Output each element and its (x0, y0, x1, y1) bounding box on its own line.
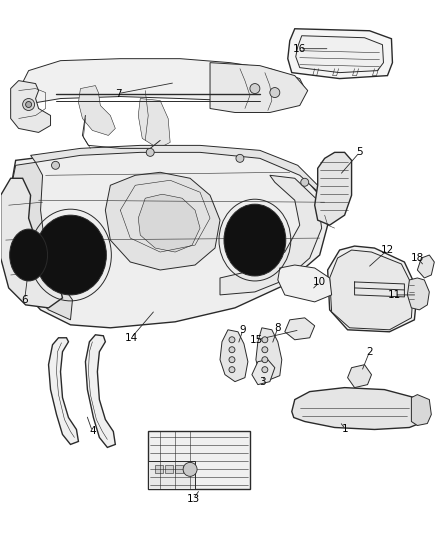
Text: 11: 11 (388, 290, 401, 300)
Text: 9: 9 (240, 325, 246, 335)
Polygon shape (9, 163, 72, 320)
Polygon shape (256, 328, 282, 379)
Text: 5: 5 (356, 147, 363, 157)
Polygon shape (148, 462, 195, 489)
Circle shape (23, 99, 35, 110)
Polygon shape (314, 152, 352, 225)
Bar (175, 465, 183, 473)
Polygon shape (138, 99, 170, 148)
Polygon shape (148, 432, 250, 489)
Circle shape (183, 462, 197, 477)
Circle shape (229, 347, 235, 353)
Circle shape (229, 337, 235, 343)
Ellipse shape (10, 229, 48, 281)
Circle shape (270, 87, 280, 98)
Circle shape (301, 178, 309, 186)
Text: 13: 13 (187, 494, 200, 504)
Polygon shape (330, 250, 413, 330)
Polygon shape (285, 318, 314, 340)
Text: 3: 3 (260, 377, 266, 386)
Polygon shape (278, 265, 332, 302)
Circle shape (146, 148, 154, 156)
Text: 8: 8 (275, 323, 281, 333)
Circle shape (52, 161, 60, 169)
Polygon shape (106, 172, 220, 270)
Text: 14: 14 (125, 333, 138, 343)
Polygon shape (78, 86, 115, 135)
Ellipse shape (224, 204, 286, 276)
Polygon shape (411, 394, 431, 425)
Polygon shape (252, 360, 275, 385)
Ellipse shape (35, 215, 106, 295)
Polygon shape (31, 146, 321, 195)
Text: 7: 7 (115, 88, 122, 99)
Polygon shape (49, 338, 78, 445)
Polygon shape (11, 80, 50, 132)
Polygon shape (292, 387, 427, 430)
Circle shape (262, 367, 268, 373)
Polygon shape (417, 255, 434, 278)
Bar (165, 465, 173, 473)
Text: 1: 1 (342, 424, 349, 434)
Polygon shape (9, 148, 328, 328)
Polygon shape (210, 63, 308, 112)
Polygon shape (220, 330, 248, 382)
Text: 16: 16 (293, 44, 306, 54)
Bar (155, 465, 163, 473)
Polygon shape (1, 178, 63, 308)
Text: 12: 12 (381, 245, 394, 255)
Polygon shape (328, 246, 417, 332)
Polygon shape (407, 278, 429, 310)
Polygon shape (85, 335, 115, 447)
Text: 6: 6 (21, 295, 28, 305)
Polygon shape (296, 36, 384, 72)
Text: 10: 10 (313, 277, 326, 287)
Circle shape (229, 357, 235, 362)
Circle shape (229, 367, 235, 373)
Polygon shape (288, 29, 392, 78)
Circle shape (262, 347, 268, 353)
Circle shape (25, 101, 32, 108)
Text: 18: 18 (411, 253, 424, 263)
Polygon shape (19, 59, 305, 109)
Circle shape (262, 337, 268, 343)
Circle shape (250, 84, 260, 94)
Polygon shape (348, 365, 371, 387)
Text: 4: 4 (89, 426, 96, 437)
Text: 15: 15 (250, 335, 264, 345)
Polygon shape (138, 194, 200, 252)
Circle shape (262, 357, 268, 362)
Polygon shape (220, 175, 321, 295)
Circle shape (236, 155, 244, 163)
Text: 2: 2 (366, 347, 373, 357)
